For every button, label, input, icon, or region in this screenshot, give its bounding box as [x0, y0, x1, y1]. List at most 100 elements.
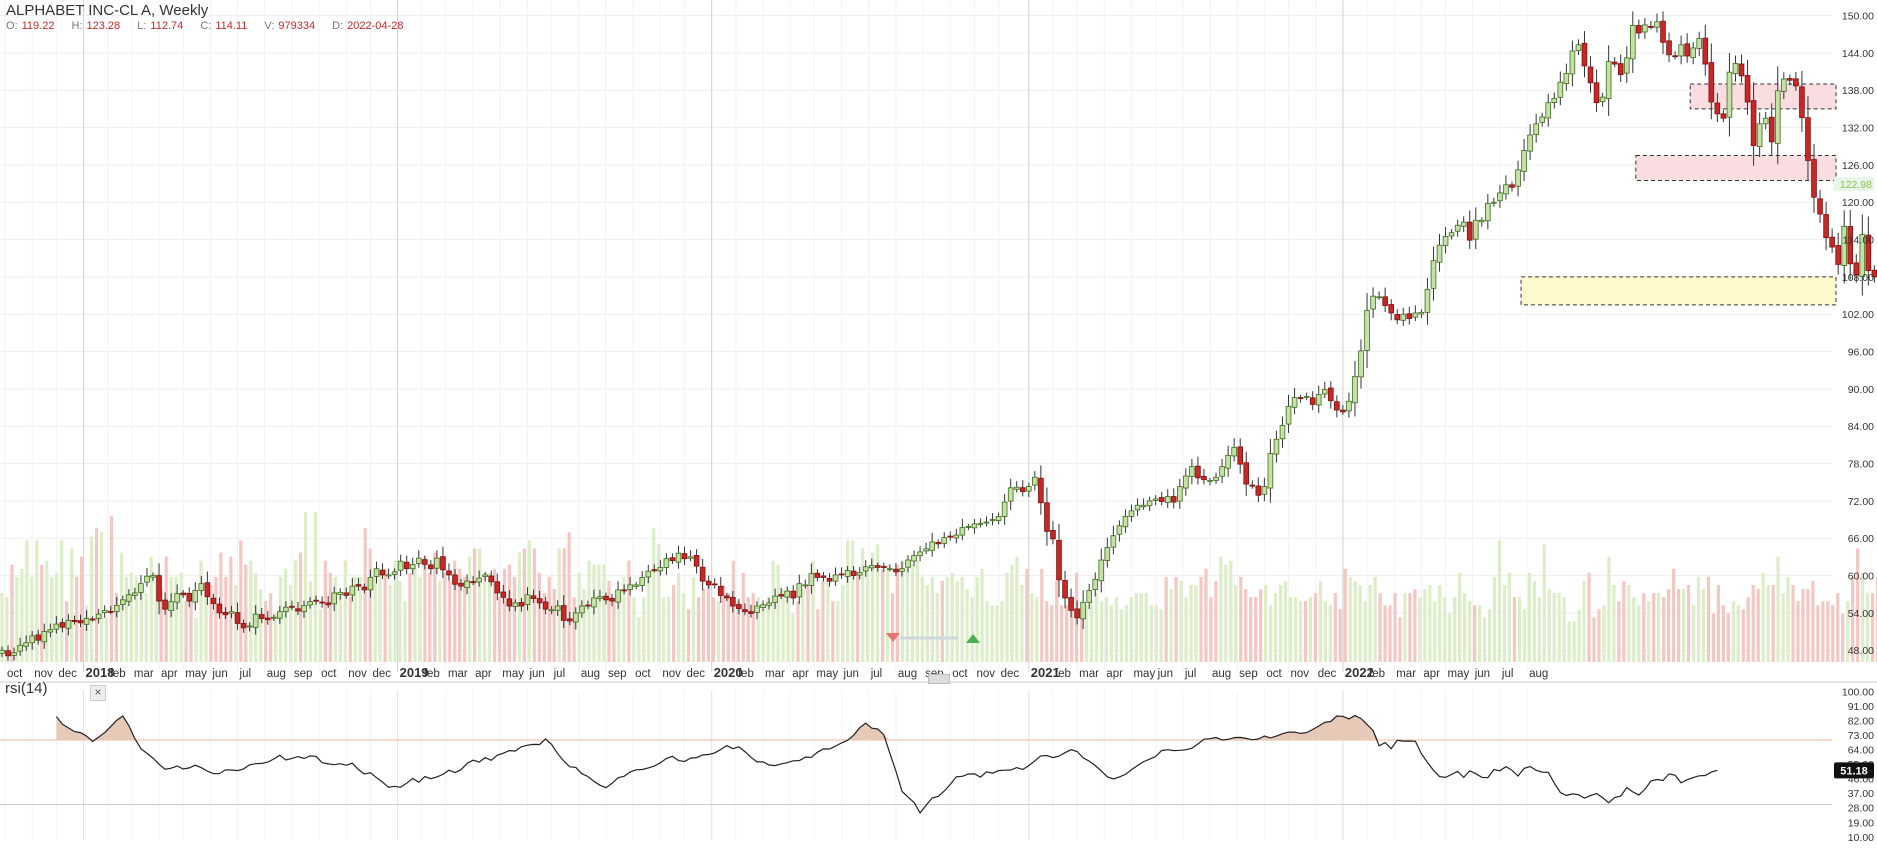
volume-bar: [84, 605, 89, 662]
candle-body: [881, 566, 887, 568]
volume-bar: [1040, 568, 1044, 662]
volume-bar: [1438, 584, 1442, 662]
volume-bar: [1662, 597, 1666, 662]
candle: [778, 587, 784, 600]
candle: [65, 614, 72, 636]
candle-body: [1750, 100, 1757, 146]
candle: [1140, 498, 1147, 510]
time-axis-label: 2021: [1031, 665, 1060, 680]
volume-bar: [1482, 617, 1487, 662]
candle-body: [560, 605, 567, 621]
candle: [198, 575, 205, 596]
panel-resize-handle[interactable]: [928, 674, 950, 684]
candle: [349, 577, 356, 602]
volume-bar: [1861, 572, 1865, 662]
volume-bar: [851, 540, 855, 662]
candle-body: [736, 604, 742, 609]
volume-bar: [288, 584, 293, 662]
rsi-last-label: 51.18: [1840, 765, 1868, 777]
volume-bar: [975, 576, 979, 662]
volume-bar: [159, 589, 163, 662]
price-zone: [1635, 155, 1837, 181]
candle-body: [1774, 90, 1781, 144]
candle: [373, 561, 380, 584]
candle: [482, 571, 488, 582]
volume-bar: [672, 584, 676, 662]
rsi-close-button[interactable]: ×: [90, 685, 106, 701]
volume-bar: [811, 560, 815, 662]
volume-bar: [915, 560, 920, 662]
candle-body: [17, 644, 23, 652]
volume-bar: [617, 601, 621, 662]
volume-bar: [1254, 597, 1258, 662]
candle-body: [1370, 295, 1376, 310]
candle: [893, 563, 899, 577]
candle-body: [319, 601, 325, 604]
candle: [295, 601, 301, 616]
candle: [216, 597, 223, 619]
rsi-last-tag: [1834, 762, 1874, 779]
volume-bar: [40, 564, 44, 662]
volume-bar: [741, 572, 745, 662]
volume-bar: [264, 601, 268, 662]
candle-body: [452, 574, 458, 585]
volume-bar: [1358, 584, 1362, 662]
candle: [929, 532, 935, 557]
volume-bar: [1055, 580, 1059, 662]
candle: [319, 596, 325, 608]
candle-body: [971, 523, 978, 529]
candle-body: [1829, 236, 1835, 248]
candle: [506, 590, 513, 612]
candle-body: [1708, 62, 1715, 103]
time-axis-label: nov: [662, 668, 681, 680]
candle: [1201, 468, 1207, 485]
candle-body: [1340, 409, 1346, 413]
ohlc-key-volume: V:: [264, 20, 275, 32]
volume-bar: [846, 540, 850, 662]
candle: [687, 550, 694, 562]
candle: [1352, 360, 1358, 417]
volume-bar: [229, 556, 233, 662]
volume-bar: [1836, 593, 1840, 662]
candle: [1581, 31, 1588, 78]
volume-bar: [607, 580, 611, 662]
volume-bar: [647, 572, 651, 662]
candle: [488, 570, 495, 587]
time-axis-label: sep: [294, 668, 313, 680]
candle: [1805, 96, 1811, 180]
candle-body: [784, 590, 790, 598]
candle-body: [1811, 159, 1817, 198]
volume-bar: [736, 601, 740, 662]
candle-body: [277, 611, 283, 619]
candle-body: [331, 592, 337, 605]
candle-body: [518, 602, 525, 607]
volume-bar: [1418, 597, 1422, 662]
volume-bar: [453, 560, 457, 662]
candle: [440, 546, 446, 579]
volume-bar: [45, 560, 49, 662]
candle: [1001, 493, 1008, 525]
volume-bar: [1537, 597, 1541, 662]
candle: [95, 609, 102, 624]
volume-bar: [313, 512, 318, 662]
candle: [1273, 430, 1280, 463]
candle: [1497, 184, 1503, 208]
candle: [1587, 56, 1594, 93]
candle: [639, 571, 646, 592]
volume-bar: [1736, 605, 1740, 662]
rsi-axis-label: 100.00: [1842, 687, 1874, 699]
candle-body: [1122, 516, 1129, 528]
volume-bar: [507, 564, 512, 662]
volume-bar: [1453, 597, 1457, 662]
candle: [397, 554, 404, 576]
candle: [826, 573, 833, 587]
candle-body: [41, 631, 48, 643]
candle-body: [1599, 96, 1606, 103]
candle-body: [379, 569, 386, 576]
volume-bar: [1119, 609, 1123, 662]
volume-bar: [1303, 601, 1308, 662]
candle-body: [1702, 37, 1709, 65]
volume-bar: [786, 589, 790, 662]
candle: [277, 605, 283, 624]
